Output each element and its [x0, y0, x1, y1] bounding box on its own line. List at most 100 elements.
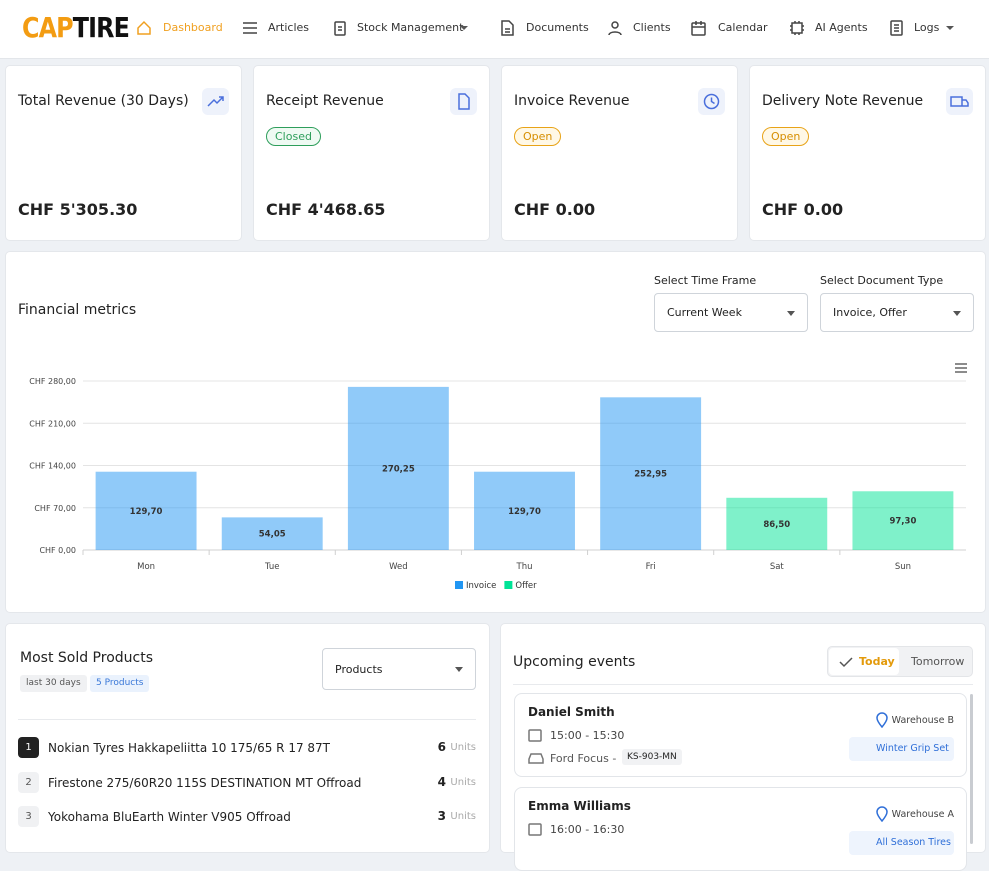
bar [347, 386, 449, 550]
bar [600, 397, 702, 550]
nav-item[interactable]: Clients [633, 21, 671, 34]
data-label: 97,30 [889, 517, 916, 527]
y-tick-label: CHF 0,00 [39, 546, 76, 555]
bar [221, 517, 323, 550]
nav-item[interactable]: Logs [914, 21, 940, 34]
data-label: 129,70 [508, 507, 541, 517]
doc-icon [450, 88, 477, 115]
x-tick-label: Fri [646, 562, 656, 572]
card-value: CHF 4'468.65 [266, 200, 386, 219]
legend-swatch [455, 581, 463, 589]
metrics-panel: Financial metrics Select Time Frame Curr… [5, 251, 986, 613]
products-panel: Most Sold Products last 30 days 5 Produc… [5, 623, 490, 853]
bar [726, 497, 828, 550]
y-tick-label: CHF 70,00 [34, 504, 76, 513]
tab-today[interactable]: Today [829, 648, 899, 675]
product-name: Firestone 275/60R20 115S DESTINATION MT … [48, 775, 362, 790]
select[interactable]: Products [322, 648, 476, 690]
rank: 3 [18, 806, 39, 827]
icon-shape [876, 712, 888, 728]
documents-icon [501, 20, 514, 36]
nav-item[interactable]: Stock Management [357, 21, 464, 34]
x-tick-label: Sun [895, 562, 911, 572]
x-tick-label: Tue [264, 562, 280, 572]
status-badge: Open [762, 127, 810, 146]
scrollbar[interactable] [970, 694, 973, 844]
divider [513, 684, 973, 685]
plate: KS-903-MN [622, 749, 682, 765]
bar [95, 471, 197, 550]
status-badge: Closed [266, 127, 321, 146]
y-tick-label: CHF 210,00 [29, 419, 76, 428]
event-card: Daniel Smith 15:00 - 15:30 Ford Focus - KS-… [514, 693, 967, 777]
home-icon [137, 20, 151, 35]
logs-icon [890, 20, 903, 36]
articles-icon [243, 22, 257, 34]
panel-title: Most Sold Products [20, 650, 154, 666]
ai-icon [790, 21, 804, 35]
tab-tomorrow[interactable]: Tomorrow [911, 655, 965, 668]
chart-menu[interactable] [954, 363, 968, 373]
pin-icon [876, 712, 888, 728]
icon-shape [876, 806, 888, 822]
car-icon [528, 753, 544, 764]
caret [946, 26, 954, 30]
event-name: Daniel Smith [528, 705, 615, 719]
event-time: 16:00 - 16:30 [550, 823, 625, 836]
card-value: CHF 5'305.30 [18, 200, 138, 219]
tag: 5 Products [90, 675, 150, 692]
select[interactable]: Invoice, Offer [820, 293, 974, 332]
logo[interactable]: CAPTIRE [22, 11, 130, 44]
icon-shape [528, 823, 542, 836]
stat-card: Total Revenue (30 Days) CHF 5'305.30 [5, 65, 242, 241]
quantity: 3 [437, 809, 446, 823]
clock-icon [698, 88, 725, 115]
data-label: 129,70 [130, 507, 163, 517]
trend-icon [202, 88, 229, 115]
product-name: Yokohama BluEarth Winter V905 Offroad [48, 810, 291, 824]
data-label: 270,25 [382, 464, 415, 474]
product-row: 3 Yokohama BluEarth Winter V905 Offroad 3 U… [18, 802, 476, 830]
nav-item[interactable]: Articles [268, 21, 310, 34]
event-car: Ford Focus - [550, 752, 617, 765]
y-tick-label: CHF 140,00 [29, 462, 76, 471]
card-title: Invoice Revenue [514, 93, 630, 109]
caret [460, 26, 468, 30]
nav-item[interactable]: Documents [526, 21, 589, 34]
nav-item[interactable]: AI Agents [815, 21, 868, 34]
clock-icon [528, 823, 542, 836]
data-label: 54,05 [259, 530, 286, 540]
nav-item[interactable]: Calendar [718, 21, 768, 34]
pin-icon [876, 806, 888, 822]
check-icon [839, 657, 853, 668]
truck-icon [946, 88, 973, 115]
panel-title: Upcoming events [513, 654, 636, 670]
calendar-icon [691, 21, 706, 36]
data-label: 252,95 [634, 470, 667, 480]
bar [474, 471, 575, 550]
event-time: 15:00 - 15:30 [550, 729, 625, 742]
tag: last 30 days [20, 675, 87, 692]
location: Warehouse B [891, 715, 954, 726]
logo-part: CAP [22, 11, 74, 44]
product-row: 1 Nokian Tyres Hakkapeliitta 10 175/65 R … [18, 733, 476, 761]
nav-bar: CAPTIRE Dashboard Articles Stock Managem… [0, 0, 989, 59]
stat-card: Receipt Revenue Closed CHF 4'468.65 [253, 65, 490, 241]
clients-icon [608, 21, 622, 36]
icon-shape [528, 729, 542, 742]
clock-icon [528, 729, 542, 742]
card-value: CHF 0.00 [762, 200, 844, 219]
rank: 2 [18, 771, 39, 793]
day-toggle: Today Tomorrow [827, 646, 973, 677]
nav-item[interactable]: Dashboard [163, 21, 223, 34]
icon-shape [528, 753, 544, 764]
panel-title: Financial metrics [18, 302, 137, 318]
card-title: Delivery Note Revenue [762, 93, 924, 109]
product-pill: All Season Tires [849, 831, 954, 855]
select[interactable]: Current Week [654, 293, 808, 332]
filter-label: Select Time Frame [654, 274, 757, 287]
chart: CHF 0,00 CHF 70,00 CHF 140,00 CHF 210,00 CHF… [29, 377, 966, 591]
product-name: Nokian Tyres Hakkapeliitta 10 175/65 R 1… [48, 741, 331, 755]
legend-label: Offer [515, 581, 537, 591]
